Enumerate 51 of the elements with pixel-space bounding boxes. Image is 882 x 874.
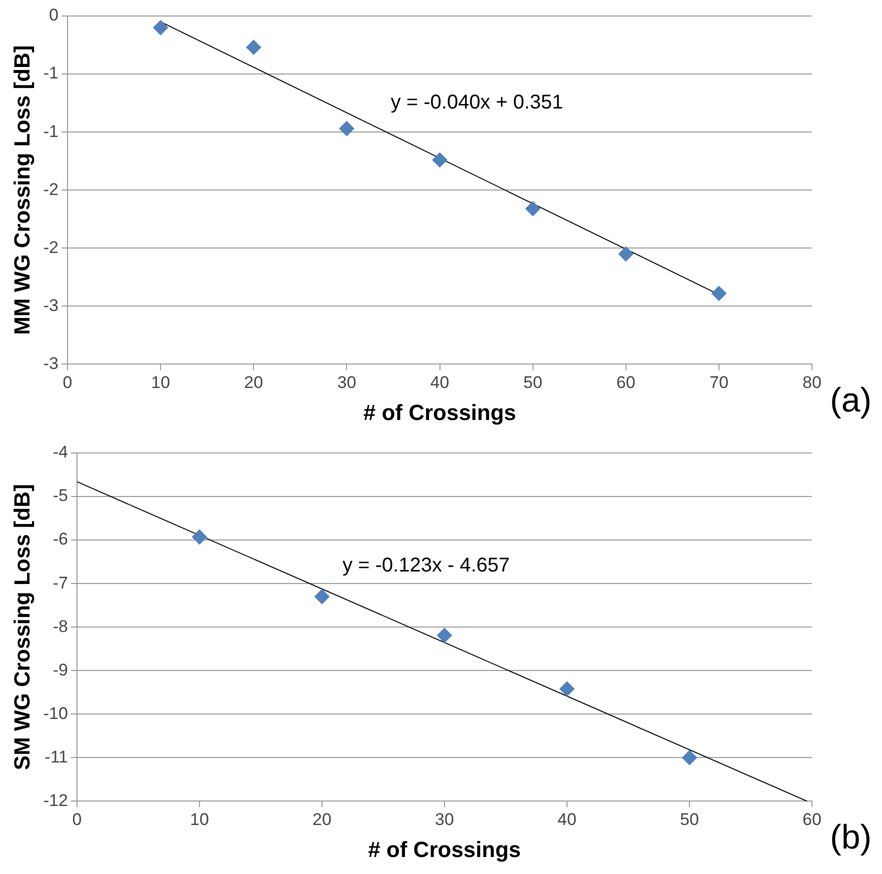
point	[314, 589, 330, 604]
x-tick-label: 50	[680, 810, 699, 830]
point	[711, 286, 726, 301]
x-tick-label: 40	[558, 810, 576, 830]
point	[153, 20, 168, 36]
y-tick-label: -3	[43, 296, 59, 315]
x-tick-label: 70	[709, 373, 728, 392]
x-tick-label: 80	[802, 373, 822, 392]
x-tick-label: 40	[430, 373, 450, 392]
point	[192, 530, 207, 545]
y-tick-label: -9	[52, 660, 68, 680]
point	[559, 681, 574, 696]
y-axis-title: MM WG Crossing Loss [dB]	[9, 45, 34, 335]
y-tick-label: -3	[43, 354, 59, 373]
y-tick-label: -1	[43, 64, 59, 83]
y-tick-label: -12	[43, 790, 68, 810]
x-tick-label: 30	[435, 810, 454, 830]
x-tick-label: 60	[616, 373, 636, 392]
y-tick-label: -5	[52, 486, 68, 506]
y-tick-label: -11	[44, 747, 68, 766]
y-tick-label: -8	[52, 616, 68, 636]
point	[246, 40, 262, 55]
point	[436, 628, 452, 643]
point	[682, 750, 697, 766]
annotation: y = -0.040x + 0.351	[390, 92, 564, 114]
x-axis-title: # of Crossings	[368, 836, 521, 862]
y-tick-label: -7	[52, 573, 68, 592]
x-tick-label: 30	[337, 373, 356, 392]
y-tick-label: -6	[52, 530, 68, 549]
text: (a)	[830, 382, 872, 420]
text: (b)	[830, 818, 872, 857]
y-axis-title: SM WG Crossing Loss [dB]	[9, 484, 34, 770]
x-tick-label: 10	[151, 373, 170, 392]
point	[432, 152, 448, 168]
y-tick-label: -1	[43, 122, 59, 141]
point	[525, 201, 540, 216]
point	[339, 121, 354, 136]
y-tick-label: -4	[52, 442, 68, 462]
annotation: y = -0.123x - 4.657	[342, 554, 510, 577]
y-tick-label: 0	[49, 6, 59, 25]
x-tick-label: 20	[244, 373, 264, 392]
x-axis-title: # of Crossings	[363, 400, 516, 425]
y-tick-label: -2	[43, 238, 59, 257]
y-tick-label: -10	[43, 704, 68, 723]
y-tick-label: -2	[43, 180, 59, 199]
x-tick-label: 10	[190, 810, 209, 830]
x-tick-label: 0	[72, 810, 82, 830]
x-tick-label: 60	[802, 810, 822, 830]
point	[618, 246, 634, 262]
x-tick-label: 50	[523, 373, 542, 392]
x-tick-label: 20	[312, 810, 332, 830]
